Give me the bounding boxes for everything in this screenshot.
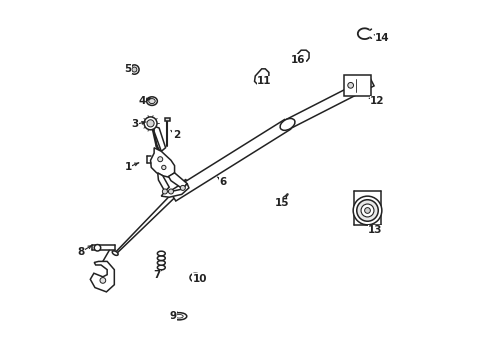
Circle shape xyxy=(352,196,381,225)
Text: 16: 16 xyxy=(290,55,305,65)
Circle shape xyxy=(360,204,373,217)
Circle shape xyxy=(162,189,167,194)
Text: 15: 15 xyxy=(274,198,289,208)
Ellipse shape xyxy=(157,261,165,265)
Circle shape xyxy=(347,82,353,88)
Polygon shape xyxy=(295,50,308,62)
Circle shape xyxy=(364,208,369,213)
Text: 4: 4 xyxy=(138,96,146,106)
Ellipse shape xyxy=(280,118,294,130)
Circle shape xyxy=(100,278,105,283)
Circle shape xyxy=(180,185,185,190)
Text: 3: 3 xyxy=(131,120,139,129)
Ellipse shape xyxy=(157,265,165,270)
Text: 2: 2 xyxy=(172,130,180,140)
Ellipse shape xyxy=(146,97,157,105)
Polygon shape xyxy=(150,148,174,177)
Polygon shape xyxy=(164,118,169,121)
Text: 8: 8 xyxy=(78,247,85,257)
Polygon shape xyxy=(115,179,188,254)
Circle shape xyxy=(129,65,139,74)
Polygon shape xyxy=(254,69,268,84)
Polygon shape xyxy=(90,261,114,292)
Text: 5: 5 xyxy=(124,64,131,74)
Polygon shape xyxy=(168,173,187,189)
Polygon shape xyxy=(285,77,373,129)
Polygon shape xyxy=(344,75,370,96)
Ellipse shape xyxy=(148,99,155,104)
Circle shape xyxy=(299,54,304,59)
Circle shape xyxy=(259,76,264,81)
Text: 1: 1 xyxy=(124,162,131,172)
Polygon shape xyxy=(154,126,165,151)
Ellipse shape xyxy=(157,251,165,256)
Text: 9: 9 xyxy=(169,311,176,321)
Ellipse shape xyxy=(171,313,186,320)
Text: 13: 13 xyxy=(367,225,382,235)
Circle shape xyxy=(132,67,137,72)
Ellipse shape xyxy=(282,196,286,200)
Circle shape xyxy=(147,120,154,127)
Ellipse shape xyxy=(112,251,118,255)
Ellipse shape xyxy=(175,315,183,318)
Ellipse shape xyxy=(157,256,165,261)
Polygon shape xyxy=(158,173,169,192)
Circle shape xyxy=(168,189,173,194)
Circle shape xyxy=(94,244,101,251)
Text: 12: 12 xyxy=(369,96,384,106)
Circle shape xyxy=(158,157,163,162)
Text: 6: 6 xyxy=(219,177,226,187)
Circle shape xyxy=(144,117,157,130)
Text: 10: 10 xyxy=(192,274,206,284)
Text: 14: 14 xyxy=(374,33,389,43)
Circle shape xyxy=(356,200,378,221)
Text: 11: 11 xyxy=(257,76,271,86)
Circle shape xyxy=(162,165,165,170)
Polygon shape xyxy=(169,120,290,201)
Text: 7: 7 xyxy=(153,270,160,280)
Polygon shape xyxy=(161,184,188,197)
